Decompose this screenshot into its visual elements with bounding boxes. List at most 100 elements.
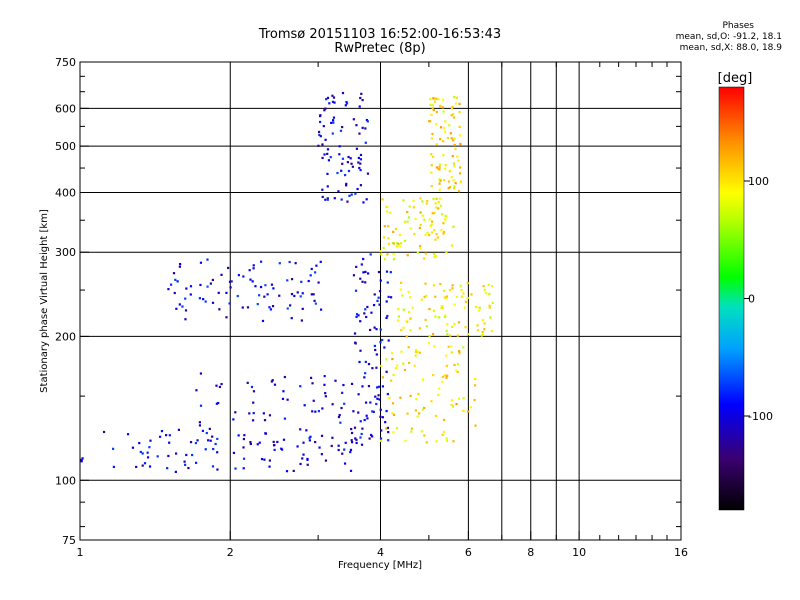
data-point (355, 438, 358, 441)
data-point (281, 397, 285, 400)
data-point (319, 135, 322, 138)
data-point (143, 462, 147, 465)
data-point (246, 306, 250, 309)
data-point (376, 299, 379, 303)
data-point (252, 267, 255, 270)
data-point (443, 167, 447, 170)
data-point (491, 284, 494, 288)
data-point (442, 110, 445, 113)
data-point (264, 284, 267, 287)
data-point (359, 420, 362, 423)
data-point (449, 132, 452, 135)
data-point (380, 429, 383, 432)
data-point (365, 414, 368, 417)
data-point (242, 457, 246, 460)
data-point (423, 257, 426, 260)
data-point (444, 217, 447, 220)
data-point (415, 350, 418, 354)
data-point (457, 190, 461, 193)
data-point (252, 390, 256, 393)
data-point (395, 427, 399, 430)
data-point (361, 385, 364, 388)
data-point (391, 402, 395, 405)
data-point (435, 197, 438, 200)
colorbar-tick-label: 0 (748, 293, 755, 306)
data-point (364, 281, 367, 284)
data-point (379, 250, 382, 253)
data-point (430, 220, 434, 223)
data-point (364, 127, 367, 130)
data-point (455, 295, 459, 299)
data-point (139, 450, 142, 454)
data-point (198, 421, 201, 424)
data-point (324, 459, 328, 462)
data-point (385, 409, 388, 413)
data-point (272, 287, 275, 290)
data-point (198, 424, 202, 427)
x-tick-label: 1 (77, 546, 84, 559)
data-point (453, 185, 456, 188)
data-point (391, 412, 394, 415)
data-point (248, 412, 251, 415)
data-point (319, 308, 323, 311)
data-point (480, 334, 483, 337)
data-point (430, 185, 433, 188)
data-point (406, 254, 409, 257)
data-point (445, 439, 449, 442)
data-point (288, 260, 291, 264)
data-point (430, 171, 433, 174)
data-point (434, 295, 437, 298)
data-point (293, 294, 296, 298)
data-point (454, 182, 457, 185)
data-point (414, 348, 418, 352)
data-point (333, 197, 336, 200)
data-point (314, 302, 317, 305)
data-point (431, 333, 435, 336)
data-point (184, 297, 187, 300)
data-point (135, 465, 138, 469)
y-axis-ticks: 75 100 200 300 400 500 600 750 (55, 56, 681, 547)
data-point (460, 295, 464, 298)
data-point (484, 292, 488, 295)
data-point (309, 274, 312, 277)
y-tick-label: 400 (55, 186, 76, 199)
data-point (259, 285, 263, 289)
data-point (435, 440, 438, 443)
data-point (412, 199, 415, 202)
data-point (386, 205, 389, 209)
data-point (232, 451, 236, 454)
data-point (361, 280, 364, 283)
data-point (419, 197, 422, 200)
data-point (416, 415, 419, 418)
data-point (435, 233, 438, 236)
data-point (375, 353, 378, 356)
data-point (407, 216, 411, 219)
data-point (341, 157, 345, 160)
data-point (211, 301, 215, 304)
data-point (194, 441, 198, 445)
data-point (363, 418, 366, 422)
data-point (290, 292, 294, 296)
data-point (262, 412, 265, 415)
data-point (366, 172, 370, 175)
data-point (321, 143, 324, 146)
data-point (303, 404, 306, 407)
data-point (131, 446, 135, 449)
data-point (314, 271, 317, 274)
data-point (437, 207, 440, 210)
colorbar-gradient (718, 86, 745, 511)
chart-title: Tromsø 20151103 16:52:00-16:53:43 (258, 27, 502, 42)
data-point (418, 327, 421, 330)
data-point (366, 305, 369, 309)
data-point (307, 279, 310, 283)
data-point (175, 307, 178, 310)
data-point (228, 302, 231, 305)
y-tick-label: 750 (55, 56, 76, 69)
data-point (146, 456, 150, 459)
x-axis-label: Frequency [MHz] (338, 560, 422, 571)
data-point (242, 467, 245, 470)
data-point (330, 444, 333, 448)
data-point (375, 366, 378, 369)
data-point (369, 401, 372, 404)
data-point (379, 279, 382, 282)
